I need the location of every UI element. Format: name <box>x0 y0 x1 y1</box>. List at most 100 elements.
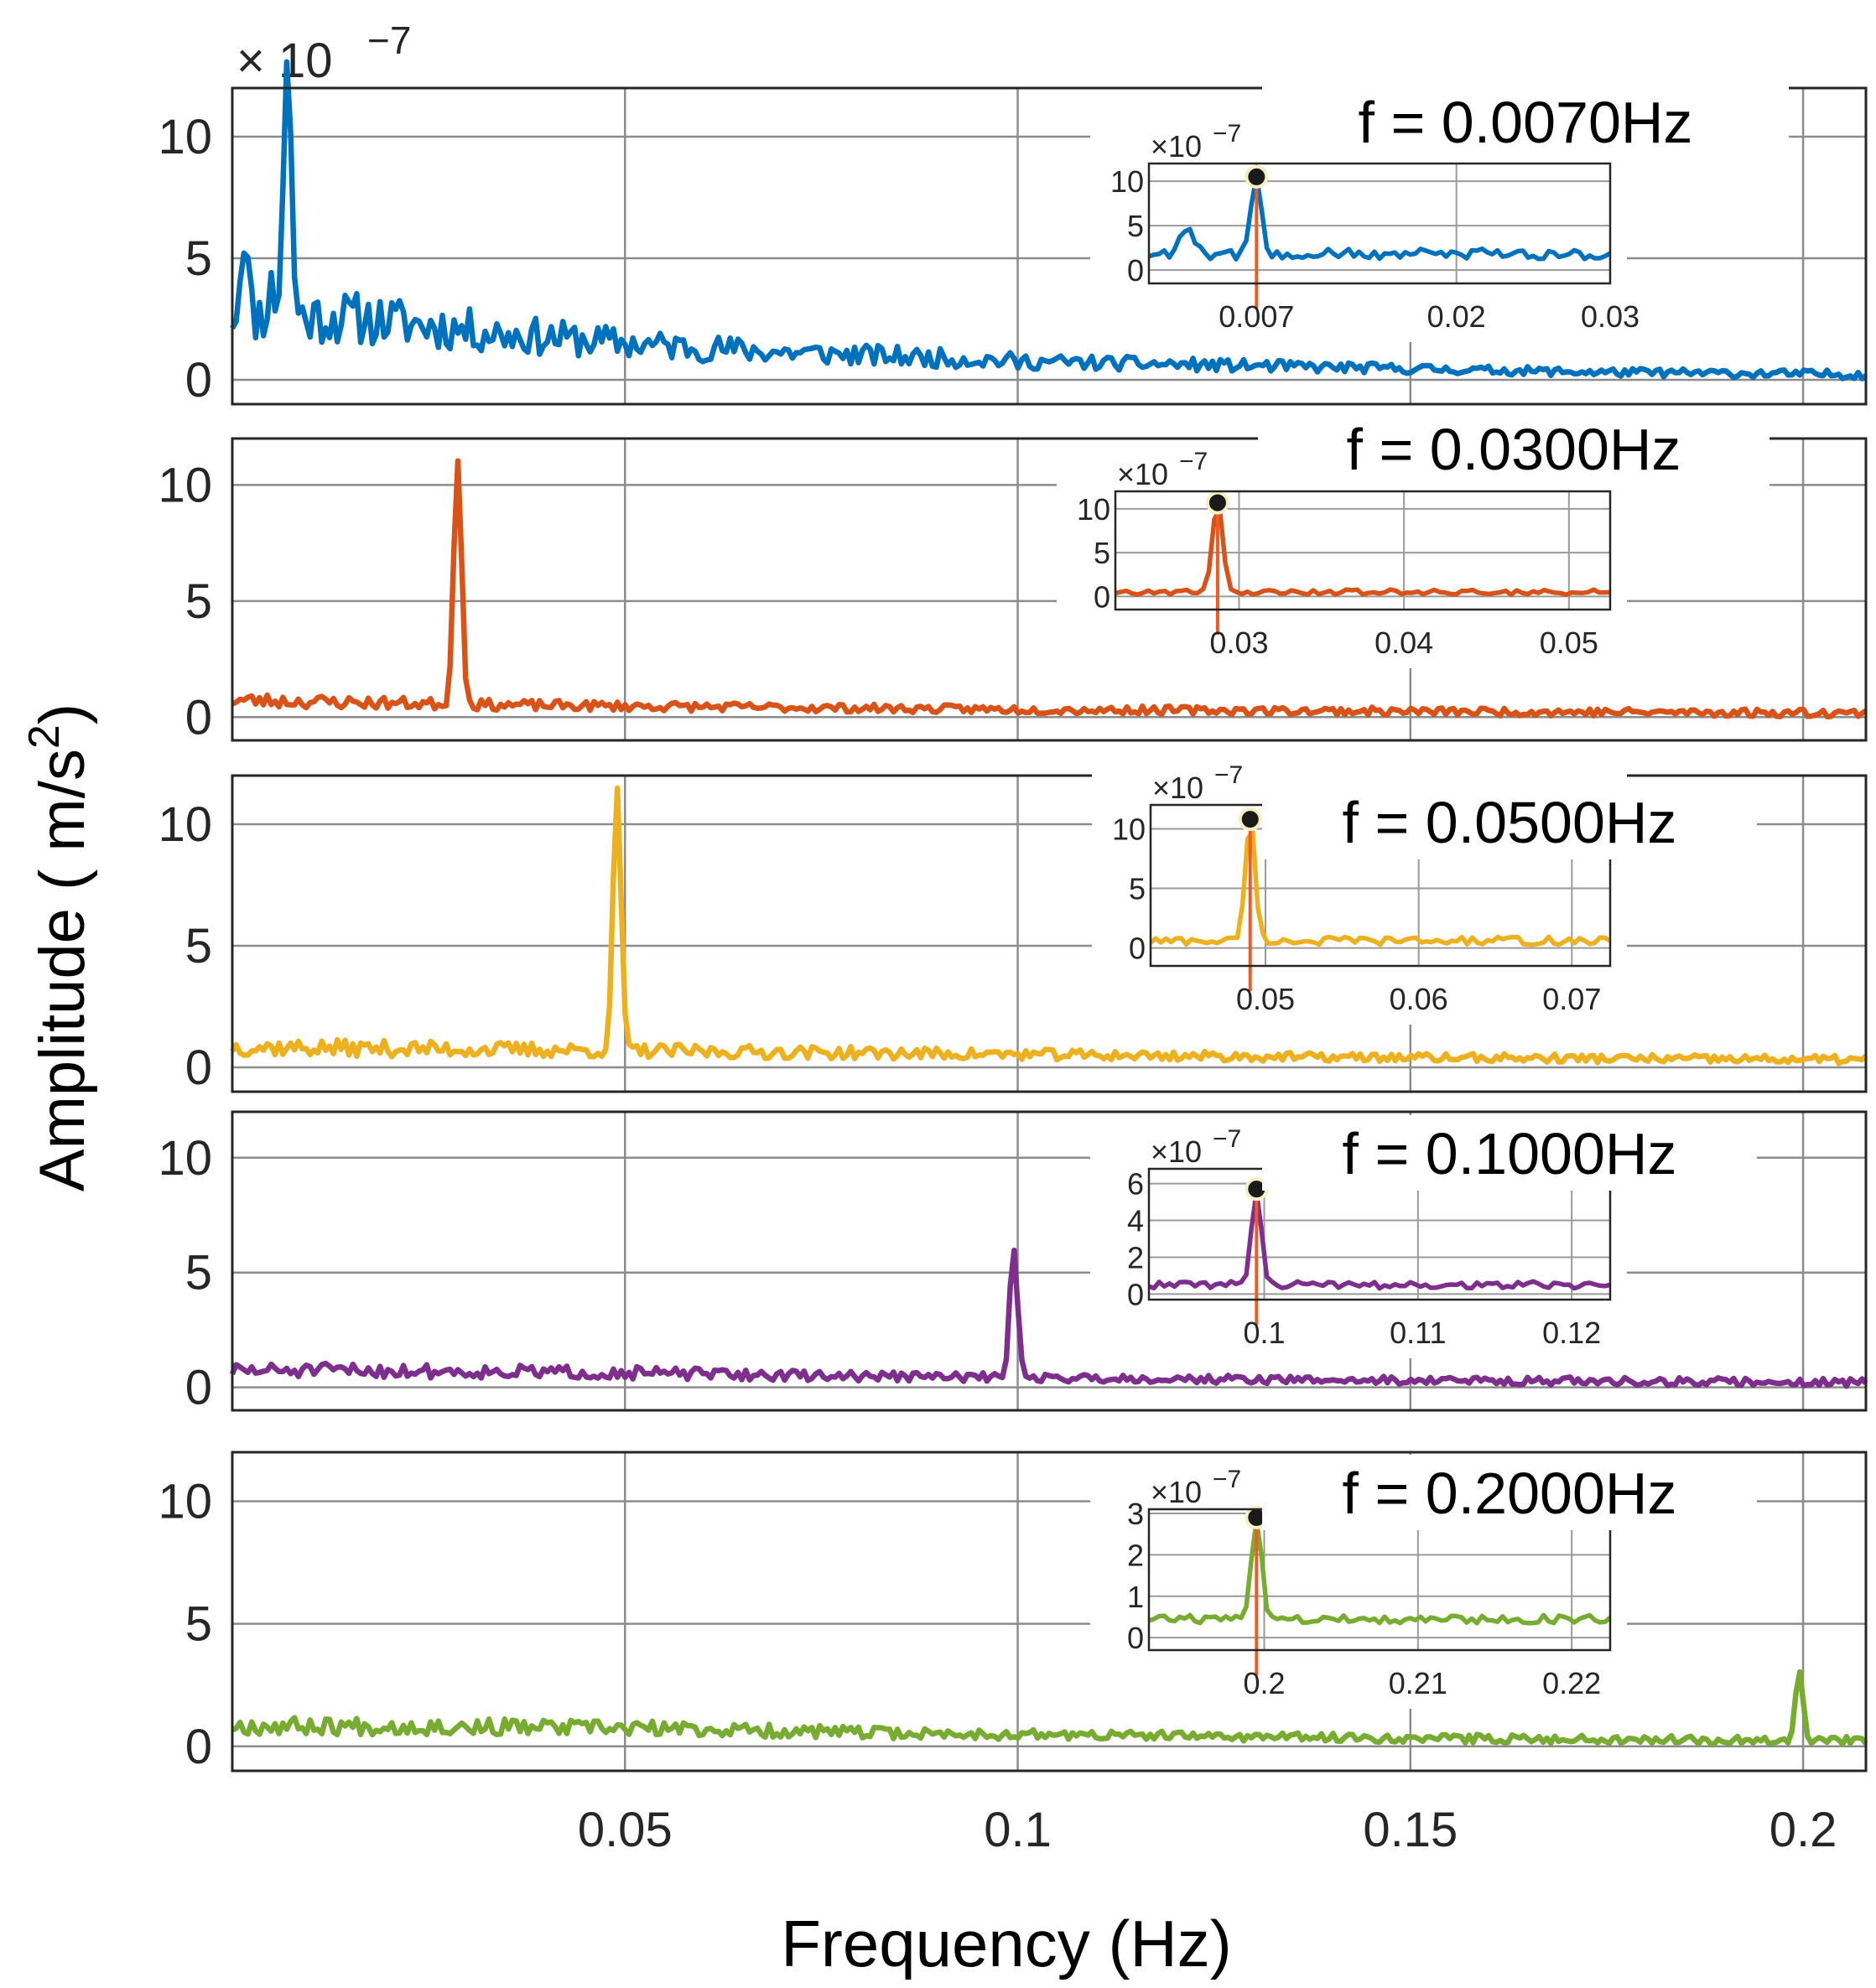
spectrum-series-line <box>230 59 1868 382</box>
y-tick-label: 0 <box>185 1361 212 1415</box>
inset-y-tick-label: 0 <box>1127 1277 1144 1311</box>
inset-frame <box>1147 162 1612 285</box>
inset-x-tick-label: 0.007 <box>1219 299 1294 334</box>
frequency-label-box <box>1262 1455 1757 1530</box>
frequency-label-box <box>1262 84 1789 159</box>
inset-zoom-3: 0 5 10 0.05 0.06 0.07 ×10 −7 f = 0.0500Hz <box>1092 761 1757 1025</box>
inset-y-tick-label: 0 <box>1127 1621 1144 1655</box>
y-tick-label: 5 <box>185 1246 212 1300</box>
inset-sci-multiplier-exponent: −7 <box>1213 1466 1241 1493</box>
frequency-label-box <box>1258 411 1769 486</box>
inset-zoom-1: 0 5 10 0.007 0.02 0.03 ×10 −7 f = 0.0070Hz <box>1090 84 1789 342</box>
y-tick-label: 5 <box>185 919 212 973</box>
spectrum-series-line <box>231 458 1868 719</box>
y-tick-label: 0 <box>185 690 212 745</box>
inset-y-tick-label: 0 <box>1129 932 1146 966</box>
frequency-label: f = 0.0070Hz <box>1359 90 1693 155</box>
inset-y-tick-label: 5 <box>1129 872 1146 906</box>
inset-x-tick-label: 0.03 <box>1209 625 1268 660</box>
inset-x-tick-label: 0.22 <box>1542 1666 1601 1700</box>
spectrum-series-line <box>230 785 1868 1067</box>
frequency-label: f = 0.0500Hz <box>1343 790 1677 855</box>
inset-y-tick-label: 10 <box>1112 812 1146 846</box>
y-tick-label: 5 <box>185 231 212 286</box>
peak-marker-dot <box>1238 807 1262 832</box>
inset-y-tick-label: 5 <box>1094 536 1110 570</box>
panel-frame <box>231 86 1868 406</box>
peak-marker-dot <box>1245 164 1269 189</box>
y-tick-label: 10 <box>158 1131 212 1186</box>
inset-x-tick-label: 0.03 <box>1581 299 1640 334</box>
x-tick-label: 0.2 <box>1769 1803 1837 1857</box>
frequency-label-box <box>1262 1115 1757 1191</box>
inset-x-tick-label: 0.1 <box>1243 1316 1285 1350</box>
sci-multiplier-exponent: −7 <box>367 18 411 62</box>
inset-sci-multiplier-base: ×10 <box>1117 457 1168 491</box>
inset-y-tick-label: 2 <box>1127 1240 1144 1274</box>
panel-frame <box>231 1110 1868 1412</box>
panel-frame <box>231 774 1868 1093</box>
inset-series-line <box>1148 174 1612 262</box>
inset-x-tick-label: 0.05 <box>1236 982 1295 1016</box>
panels: 0 5 10 0 5 10 0.007 0.02 0.03 ×10 −7 f = 0.0070Hz 0 5… <box>158 59 1868 1857</box>
frequency-label: f = 0.1000Hz <box>1343 1121 1677 1186</box>
y-axis-title: Amplitude ( m/s2) <box>20 703 98 1191</box>
y-tick-label: 5 <box>185 1597 212 1652</box>
spectrum-panel-1: 0 5 10 0 5 10 0.007 0.02 0.03 ×10 −7 f = 0.0070Hz <box>158 59 1868 407</box>
inset-x-tick-label: 0.12 <box>1542 1316 1601 1350</box>
spectrum-panel-3: 0 5 10 0 5 10 0.05 0.06 0.07 ×10 −7 f = 0.0500Hz <box>158 761 1868 1095</box>
inset-y-tick-label: 3 <box>1127 1497 1144 1531</box>
inset-x-tick-label: 0.05 <box>1540 625 1598 660</box>
inset-y-tick-label: 10 <box>1110 164 1144 199</box>
inset-series-line <box>1148 1190 1611 1291</box>
y-tick-label: 0 <box>185 353 212 407</box>
spectrum-panel-2: 0 5 10 0 5 10 0.03 0.04 0.05 ×10 −7 f = 0.0300Hz <box>158 411 1868 745</box>
inset-background <box>1057 458 1627 668</box>
x-axis-title: Frequency (Hz) <box>781 1907 1231 1980</box>
spectrum-panel-5: 0 5 10 0.05 0.1 0.15 0.2 0 1 2 3 0.2 0.21 0.22 ×10 −7 f … <box>158 1451 1868 1857</box>
panel-frame <box>231 1451 1868 1773</box>
inset-sci-multiplier-exponent: −7 <box>1213 120 1241 148</box>
frequency-label: f = 0.0300Hz <box>1347 417 1681 482</box>
y-tick-label: 0 <box>185 1720 212 1774</box>
inset-x-tick-label: 0.11 <box>1390 1316 1446 1350</box>
y-tick-label: 10 <box>158 458 212 512</box>
inset-sci-multiplier-base: ×10 <box>1151 129 1202 164</box>
y-tick-label: 5 <box>185 574 212 629</box>
inset-x-tick-label: 0.2 <box>1243 1666 1285 1700</box>
y-axis-title-close: ) <box>27 703 98 724</box>
inset-y-tick-label: 0 <box>1094 579 1110 614</box>
spectrum-series-line <box>229 1247 1868 1389</box>
inset-zoom-2: 0 5 10 0.03 0.04 0.05 ×10 −7 f = 0.0300Hz <box>1057 411 1769 668</box>
inset-frame <box>1114 490 1612 611</box>
frequency-label: f = 0.2000Hz <box>1343 1461 1677 1526</box>
inset-x-tick-label: 0.02 <box>1427 299 1486 334</box>
peak-marker-dot <box>1205 491 1229 515</box>
y-tick-label: 10 <box>158 110 212 164</box>
inset-sci-multiplier-exponent: −7 <box>1213 1125 1241 1153</box>
inset-sci-multiplier-base: ×10 <box>1151 1475 1202 1509</box>
y-tick-label: 10 <box>158 797 212 852</box>
inset-series-line <box>1149 828 1612 947</box>
spectrum-series-line <box>231 1669 1868 1747</box>
y-axis-title-main: Amplitude ( m/s <box>27 749 98 1191</box>
inset-series-line <box>1115 507 1611 597</box>
x-tick-label: 0.1 <box>984 1803 1052 1857</box>
inset-x-tick-label: 0.21 <box>1389 1666 1447 1700</box>
y-tick-label: 10 <box>158 1474 212 1529</box>
inset-sci-multiplier-exponent: −7 <box>1214 761 1243 789</box>
inset-sci-multiplier-base: ×10 <box>1152 771 1203 805</box>
inset-x-tick-label: 0.06 <box>1390 982 1448 1016</box>
frequency-label-box <box>1262 784 1757 859</box>
inset-sci-multiplier-base: ×10 <box>1151 1134 1202 1169</box>
panel-frame <box>231 437 1868 742</box>
inset-x-tick-label: 0.07 <box>1542 982 1601 1016</box>
inset-y-tick-label: 4 <box>1127 1204 1144 1238</box>
inset-zoom-5: 0 1 2 3 0.2 0.21 0.22 ×10 −7 f = 0.2000Hz <box>1090 1455 1757 1709</box>
y-tick-label: 0 <box>185 1041 212 1095</box>
inset-y-tick-label: 5 <box>1127 209 1144 243</box>
inset-y-tick-label: 0 <box>1127 253 1144 288</box>
